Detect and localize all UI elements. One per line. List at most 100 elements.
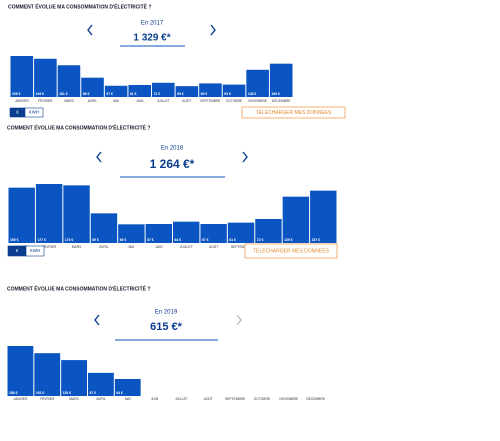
bar [246, 69, 269, 97]
download-button[interactable] [244, 243, 338, 259]
period: En 2018 [161, 146, 184, 152]
month-label: AOÛT [209, 244, 218, 249]
month-label: JUIN [136, 99, 144, 103]
month-label: MARS [72, 245, 82, 249]
month-label: JUILLET [175, 397, 188, 401]
bar [34, 58, 57, 97]
bar-value-label: 161 € [36, 391, 45, 395]
bar-value-label: 72 € [154, 92, 161, 96]
unit-toggle-label: € [16, 110, 19, 115]
prev-arrow[interactable] [87, 24, 93, 36]
unit-toggle[interactable] [25, 245, 45, 257]
bar-value-label: 161 € [59, 92, 68, 96]
bar-value-label: 61 € [130, 92, 137, 96]
bar-value-label: 166 € [10, 238, 19, 242]
prev-arrow[interactable] [94, 314, 100, 326]
month-label: MAI [113, 99, 119, 103]
bar-value-label: 56 € [120, 238, 127, 242]
bar-value-label: 177 € [37, 238, 46, 242]
bar [282, 196, 310, 243]
bar [57, 65, 81, 97]
bar [88, 372, 114, 396]
unit-toggle[interactable] [24, 107, 44, 118]
bar [118, 224, 145, 243]
bar-value-label: 98 € [83, 92, 90, 96]
bar-value-label: 169 € [271, 92, 280, 96]
bar-value-label: 188 € [9, 391, 18, 395]
bar [35, 184, 63, 243]
bar [63, 185, 90, 243]
bar [128, 84, 151, 97]
month-label: DÉCEMBRE [272, 98, 291, 103]
bar-value-label: 173 € [65, 238, 74, 242]
month-label: FÉVRIER [38, 98, 53, 103]
bar [8, 187, 35, 243]
download-label: TÉLÉCHARGER MES DONNÉES [256, 109, 333, 116]
bar-value-label: 194 € [36, 92, 45, 96]
bar [7, 346, 34, 396]
bar-value-label: 69 € [201, 92, 208, 96]
period: En 2017 [141, 21, 164, 27]
unit-toggle-label: € [16, 248, 19, 253]
period: En 2019 [155, 310, 178, 316]
next-arrow[interactable] [210, 24, 216, 36]
month-label: JUIN [155, 245, 163, 249]
total: 615 €* [150, 321, 183, 333]
total: 1 329 €* [133, 33, 170, 44]
bar-value-label: 138 € [248, 92, 257, 96]
bar [81, 77, 104, 97]
bar-value-label: 64 € [175, 238, 182, 242]
month-label: SEPTEMBRE [200, 99, 221, 103]
bar-value-label: 63 € [224, 92, 231, 96]
bar [90, 213, 118, 243]
unit-toggle-label: KWH [30, 248, 41, 253]
bar-value-label: 64 € [116, 391, 123, 395]
bar-value-label: 57 € [106, 92, 113, 96]
month-label: FÉVRIER [40, 396, 55, 401]
total: 1 264 €* [150, 157, 195, 171]
download-button[interactable] [241, 106, 346, 119]
month-label: JUILLET [180, 245, 193, 249]
bar [199, 83, 222, 97]
next-arrow[interactable] [242, 151, 248, 163]
month-label: JUILLET [157, 99, 170, 103]
unit-toggle-label: KWH [29, 110, 40, 115]
bar [145, 224, 172, 243]
month-label: AVRIL [88, 99, 97, 103]
bar-value-label: 61 € [229, 238, 236, 242]
section-heading: COMMENT ÉVOLUE MA CONSOMMATION D'ÉLECTRI… [7, 284, 150, 292]
month-label: JUIN [151, 397, 159, 401]
bar-value-label: 139 € [284, 238, 293, 242]
bar [222, 84, 246, 97]
month-label: AOÛT [204, 396, 213, 401]
month-label: AVRIL [99, 245, 108, 249]
month-label: NOVEMBRE [279, 397, 299, 401]
section-heading: COMMENT ÉVOLUE MA CONSOMMATION D'ÉLECTRI… [8, 2, 151, 10]
bar [200, 224, 227, 243]
month-label: MAI [125, 397, 131, 401]
bar-value-label: 57 € [202, 238, 209, 242]
month-label: MAI [128, 245, 134, 249]
bar [34, 353, 61, 396]
month-label: JANVIER [13, 397, 28, 401]
bar [104, 85, 128, 97]
month-label: DÉCEMBRE [306, 396, 325, 401]
bar-value-label: 89 € [92, 238, 99, 242]
bar [269, 63, 293, 97]
bar [152, 82, 175, 97]
bar-value-label: 72 € [257, 238, 264, 242]
bar [10, 56, 34, 97]
bar-value-label: 157 € [312, 238, 321, 242]
download-label: TÉLÉCHARGER MES DONNÉES [253, 247, 330, 254]
month-label: SEPTEMBRE [231, 245, 252, 249]
bar [255, 219, 282, 243]
bar-value-label: 87 € [90, 391, 97, 395]
prev-arrow[interactable] [96, 151, 102, 163]
section-heading: COMMENT ÉVOLUE MA CONSOMMATION D'ÉLECTRI… [7, 123, 150, 131]
month-label: AVRIL [96, 397, 105, 401]
month-label: FÉVRIER [42, 244, 57, 249]
bar-value-label: 135 € [63, 391, 72, 395]
month-label: OCTOBRE [226, 99, 243, 103]
bar [173, 221, 200, 243]
bar [61, 360, 87, 396]
